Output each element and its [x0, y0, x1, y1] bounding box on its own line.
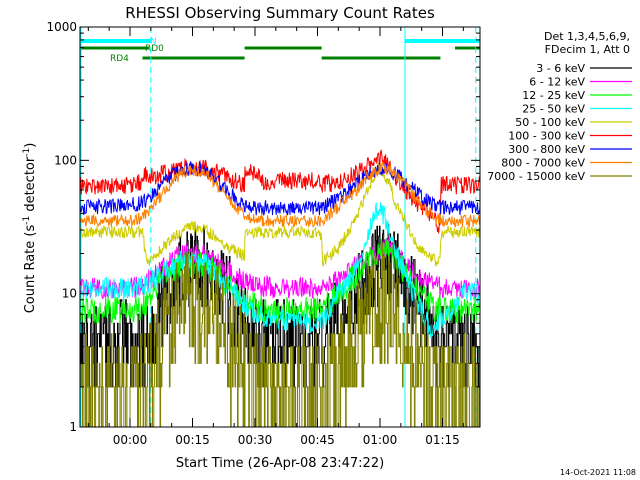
- series-line: [79, 236, 481, 299]
- y-tick-label: 10: [62, 287, 77, 301]
- plot-frame: [79, 26, 481, 428]
- plot-axes: 1 10 100 1000 00:00 00:15 00:30 00:45 01:00 01:15: [46, 20, 481, 447]
- x-tick-label: 00:15: [175, 433, 210, 447]
- y-tick-label: 100: [54, 153, 77, 167]
- legend-entry-label: 25 - 50 keV: [522, 103, 585, 116]
- legend-entry-label: 6 - 12 keV: [529, 76, 585, 89]
- series-line: [79, 161, 481, 216]
- count-rate-series: [79, 149, 481, 428]
- legend-entry-label: 100 - 300 keV: [508, 130, 585, 143]
- footer-date: 14-Oct-2021 11:08: [560, 468, 636, 477]
- series-line: [79, 161, 481, 229]
- x-tick-label: 00:00: [113, 433, 148, 447]
- y-axis-label: Count Rate (s-1 detector-1): [22, 143, 38, 314]
- chart-title: RHESSI Observing Summary Count Rates: [125, 4, 435, 22]
- legend-header-line-2: FDecim 1, Att 0: [545, 43, 630, 56]
- legend-header-line-1: Det 1,3,4,5,6,9,: [544, 30, 630, 43]
- series-line: [79, 162, 481, 267]
- legend-entry-label: 50 - 100 keV: [515, 116, 585, 129]
- y-axis-label-end: ): [23, 143, 38, 148]
- y-tick-label: 1000: [46, 20, 77, 34]
- legend-entry-label: 3 - 6 keV: [536, 62, 585, 75]
- series-line: [79, 202, 481, 339]
- y-tick-label: 1: [69, 420, 77, 434]
- flag-n-label: N: [150, 37, 157, 47]
- legend-entry-label: 800 - 7000 keV: [501, 157, 585, 170]
- flag-rd4-label: RD4: [110, 54, 129, 64]
- x-tick-label: 00:45: [300, 433, 335, 447]
- x-axis-label: Start Time (26-Apr-08 23:47:22): [176, 456, 384, 471]
- y-axis-label-exp-1: -1: [22, 216, 32, 225]
- y-axis-label-exp-2: -1: [22, 148, 32, 157]
- legend-entry-label: 12 - 25 keV: [522, 89, 585, 102]
- legend-entry-label: 300 - 800 keV: [508, 143, 585, 156]
- series-line: [80, 242, 481, 428]
- flag-rd0-label: RD0: [145, 44, 164, 54]
- x-tick-label: 01:00: [363, 433, 398, 447]
- y-axis-label-mid: detector: [23, 156, 38, 216]
- legend-entry-label: 7000 - 15000 keV: [487, 170, 585, 183]
- y-axis-label-main: Count Rate (s: [23, 225, 38, 314]
- x-tick-label: 01:15: [425, 433, 460, 447]
- x-tick-label: 00:30: [238, 433, 273, 447]
